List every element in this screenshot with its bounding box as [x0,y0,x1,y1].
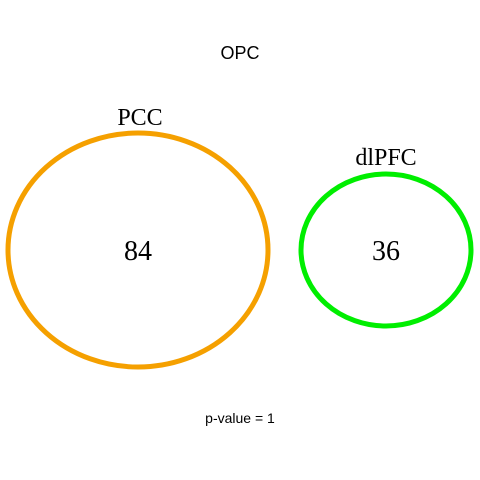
set-dlpfc-label: dlPFC [355,145,416,171]
set-dlpfc-circle [298,171,474,329]
set-pcc-circle [5,130,271,370]
p-value-label: p-value = 1 [205,410,275,426]
set-pcc-label: PCC [117,105,162,131]
set-dlpfc-count: 36 [372,236,400,267]
diagram-title: OPC [220,43,259,63]
set-pcc-count: 84 [124,236,152,267]
